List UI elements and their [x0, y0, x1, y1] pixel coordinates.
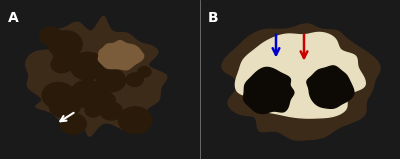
Circle shape [138, 67, 151, 77]
Polygon shape [98, 41, 144, 70]
Circle shape [70, 80, 105, 107]
Text: A: A [8, 11, 19, 25]
Circle shape [95, 68, 108, 78]
Circle shape [93, 92, 116, 109]
Polygon shape [307, 66, 354, 108]
Circle shape [100, 102, 122, 120]
Circle shape [49, 93, 80, 118]
Polygon shape [26, 16, 167, 136]
Polygon shape [222, 24, 380, 140]
Text: B: B [208, 11, 219, 25]
Circle shape [40, 27, 62, 45]
Circle shape [51, 56, 72, 73]
Circle shape [54, 45, 79, 65]
Polygon shape [235, 32, 365, 118]
Circle shape [118, 107, 152, 133]
Circle shape [60, 114, 86, 134]
Circle shape [48, 31, 82, 58]
Circle shape [42, 82, 75, 108]
Circle shape [59, 52, 80, 69]
Polygon shape [244, 67, 294, 114]
Circle shape [126, 73, 143, 86]
Circle shape [86, 92, 104, 106]
Circle shape [85, 104, 101, 117]
Circle shape [97, 69, 126, 92]
Circle shape [70, 52, 105, 80]
Circle shape [100, 55, 119, 70]
